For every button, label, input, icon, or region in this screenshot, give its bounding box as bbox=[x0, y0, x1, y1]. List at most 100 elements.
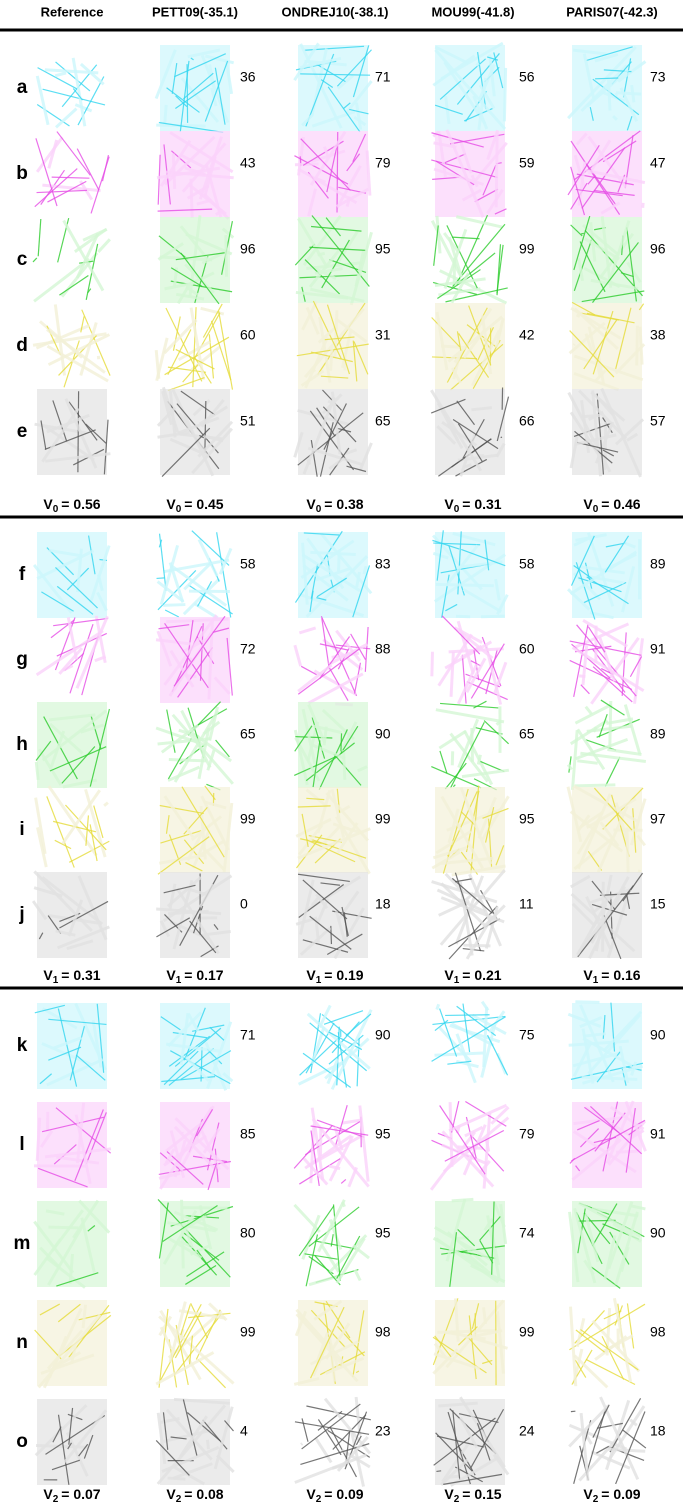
thumbnail bbox=[294, 530, 373, 618]
thumb-stroke bbox=[296, 834, 323, 869]
subscript: 1 bbox=[176, 975, 182, 986]
thumb-stroke bbox=[172, 316, 181, 351]
thumb-stroke bbox=[602, 787, 644, 830]
thumb-stroke bbox=[84, 788, 107, 858]
thumb-stroke bbox=[484, 806, 495, 843]
thumb-stroke bbox=[313, 1299, 343, 1321]
thumb-stroke bbox=[615, 1411, 646, 1485]
thumb-stroke bbox=[295, 290, 349, 300]
thumb-stroke bbox=[320, 79, 334, 89]
thumb-stroke bbox=[589, 611, 614, 620]
thumbnail bbox=[34, 1002, 107, 1089]
score: 42 bbox=[519, 327, 535, 343]
score: 71 bbox=[240, 1027, 256, 1043]
thumb-stroke bbox=[297, 873, 350, 883]
thumb-stroke bbox=[35, 740, 52, 761]
thumb-stroke bbox=[300, 665, 317, 676]
thumbnail bbox=[431, 700, 510, 791]
thumb-stroke bbox=[103, 419, 109, 475]
thumb-stroke bbox=[75, 1054, 106, 1081]
thumb-stroke bbox=[321, 1013, 361, 1046]
thumb-stroke bbox=[610, 1002, 616, 1052]
thumb-stroke bbox=[569, 1303, 646, 1351]
thumb-stroke bbox=[629, 1418, 638, 1427]
thumb-stroke bbox=[55, 1107, 112, 1154]
thumb-stroke bbox=[169, 131, 234, 174]
row-label: g bbox=[16, 649, 28, 670]
thumb-stroke bbox=[577, 1201, 641, 1238]
thumb-stroke bbox=[571, 646, 645, 692]
thumb-stroke bbox=[304, 259, 341, 295]
thumb-stroke bbox=[94, 615, 107, 664]
thumb-stroke bbox=[87, 535, 96, 575]
score: 99 bbox=[519, 1324, 535, 1340]
thumb-stroke bbox=[476, 754, 482, 765]
thumbnail bbox=[155, 1301, 235, 1389]
thumb-stroke bbox=[600, 201, 621, 215]
thumb-stroke bbox=[602, 140, 637, 163]
thumb-stroke bbox=[293, 431, 304, 458]
thumb-stroke bbox=[293, 42, 320, 82]
thumb-stroke bbox=[573, 48, 607, 56]
thumb-stroke bbox=[325, 217, 341, 237]
thumbnail bbox=[157, 1199, 234, 1287]
thumb-stroke bbox=[67, 1442, 73, 1450]
thumb-stroke bbox=[36, 104, 70, 127]
thumb-stroke bbox=[569, 330, 615, 378]
thumb-stroke bbox=[224, 1420, 234, 1432]
thumb-stroke bbox=[61, 789, 101, 845]
thumb-stroke bbox=[170, 564, 228, 607]
thumb-stroke bbox=[190, 57, 194, 61]
thumb-stroke bbox=[324, 336, 355, 341]
thumb-stroke bbox=[358, 1105, 370, 1182]
separator bbox=[0, 986, 683, 990]
subscript: 1 bbox=[316, 975, 322, 986]
thumb-stroke bbox=[165, 1042, 222, 1054]
thumb-stroke bbox=[179, 60, 190, 132]
score: 95 bbox=[375, 1225, 391, 1241]
thumbnail bbox=[155, 614, 233, 703]
thumb-stroke bbox=[459, 1396, 506, 1468]
thumb-stroke bbox=[294, 1310, 308, 1337]
thumb-stroke bbox=[326, 933, 363, 956]
thumb-stroke bbox=[166, 1151, 204, 1185]
thumb-stroke bbox=[158, 1202, 169, 1259]
thumb-stroke bbox=[72, 1199, 100, 1239]
thumb-stroke bbox=[577, 814, 591, 832]
thumbnail bbox=[567, 130, 646, 217]
thumb-stroke bbox=[604, 535, 630, 573]
thumb-stroke bbox=[593, 189, 635, 196]
thumb-stroke bbox=[440, 1458, 469, 1487]
thumb-stroke bbox=[59, 275, 89, 296]
thumb-stroke bbox=[435, 582, 494, 588]
thumb-stroke bbox=[170, 1050, 231, 1085]
thumb-stroke bbox=[324, 1322, 351, 1360]
thumb-stroke bbox=[49, 722, 84, 755]
thumb-stroke bbox=[297, 217, 329, 269]
thumb-stroke bbox=[602, 1101, 619, 1172]
thumb-stroke bbox=[582, 53, 596, 101]
thumb-stroke bbox=[216, 532, 232, 618]
score: 97 bbox=[650, 811, 666, 827]
thumb-stroke bbox=[40, 420, 47, 450]
thumb-stroke bbox=[432, 1348, 459, 1375]
thumb-stroke bbox=[299, 926, 332, 956]
thumb-stroke bbox=[176, 282, 192, 305]
row-label: i bbox=[19, 819, 24, 840]
thumb-stroke bbox=[450, 1100, 460, 1133]
thumb-stroke bbox=[160, 1016, 181, 1031]
score: 75 bbox=[519, 1027, 535, 1043]
thumb-stroke bbox=[570, 874, 591, 889]
thumb-stroke bbox=[305, 1234, 319, 1287]
thumb-stroke bbox=[463, 943, 491, 948]
thumb-stroke bbox=[567, 588, 591, 611]
thumb-stroke bbox=[579, 1004, 615, 1083]
thumb-stroke bbox=[583, 581, 627, 604]
thumbnail bbox=[294, 1396, 372, 1487]
thumb-stroke bbox=[457, 423, 483, 462]
thumb-stroke bbox=[165, 307, 203, 382]
thumb-stroke bbox=[431, 1016, 506, 1062]
thumb-stroke bbox=[456, 1228, 476, 1247]
thumb-stroke bbox=[35, 138, 58, 207]
thumb-stroke bbox=[445, 287, 508, 303]
